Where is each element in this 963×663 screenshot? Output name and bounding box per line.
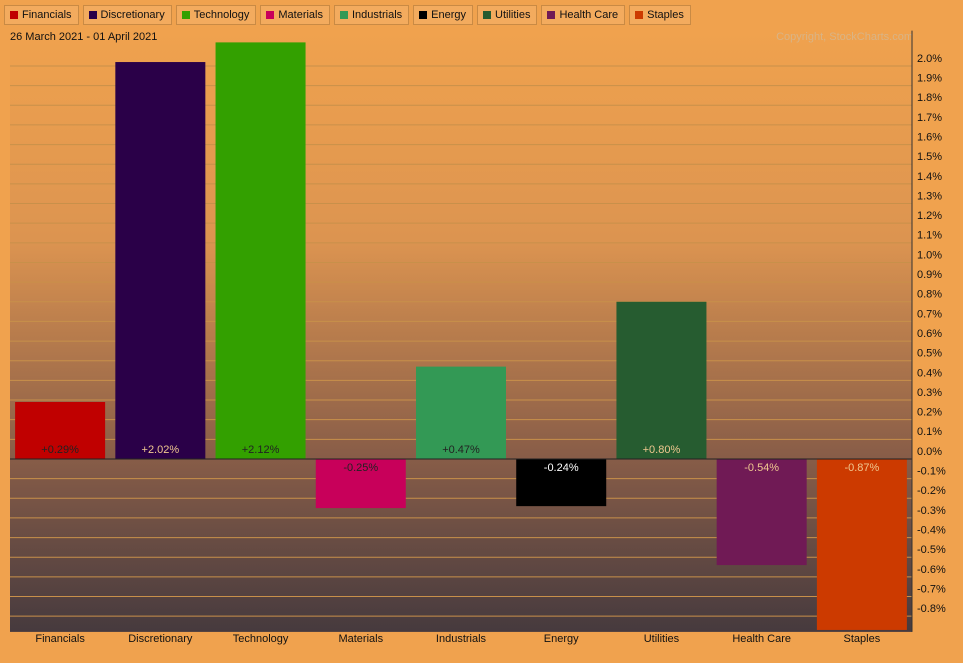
legend-label: Financials	[22, 9, 72, 21]
legend-swatch	[10, 11, 18, 19]
legend-label: Industrials	[352, 9, 403, 21]
value-label: +0.47%	[442, 444, 480, 456]
legend: Financials Discretionary Technology Materia…	[4, 5, 691, 25]
legend-label: Energy	[431, 9, 466, 21]
y-tick-label: 1.8%	[917, 92, 942, 104]
value-label: -0.25%	[343, 462, 378, 474]
legend-label: Utilities	[495, 9, 531, 21]
bar	[115, 62, 206, 459]
y-tick-label: 1.9%	[917, 73, 942, 85]
y-tick-label: 1.0%	[917, 249, 942, 261]
bar	[416, 366, 506, 459]
legend-swatch	[181, 11, 190, 19]
legend-swatch	[88, 11, 97, 19]
y-tick-label: 0.6%	[917, 328, 942, 340]
y-tick-label: 1.6%	[917, 131, 942, 143]
y-tick-label: 0.0%	[917, 446, 942, 458]
legend-item[interactable]: Utilities	[477, 5, 538, 25]
value-label: +2.12%	[242, 444, 280, 456]
x-tick-label: Energy	[544, 633, 579, 645]
y-tick-label: -0.4%	[917, 524, 946, 536]
legend-swatch	[266, 11, 275, 19]
y-tick-label: 0.7%	[917, 308, 942, 320]
x-tick-label: Staples	[844, 633, 881, 645]
bar	[816, 458, 907, 630]
legend-label: Discretionary	[100, 9, 165, 21]
y-tick-label: 0.4%	[917, 367, 942, 379]
value-label: -0.54%	[744, 462, 779, 474]
date-range: 26 March 2021 - 01 April 2021	[10, 31, 157, 43]
legend-label: Health Care	[559, 9, 619, 21]
legend-item[interactable]: Energy	[413, 5, 473, 25]
value-label: -0.24%	[544, 462, 579, 474]
legend-item[interactable]: Financials	[4, 5, 79, 25]
y-tick-label: -0.2%	[917, 485, 946, 497]
legend-item[interactable]: Technology	[175, 5, 257, 25]
y-tick-label: -0.3%	[917, 505, 946, 517]
y-tick-label: 2.0%	[917, 53, 942, 65]
legend-swatch	[419, 11, 428, 19]
value-label: +0.80%	[643, 444, 681, 456]
x-tick-label: Technology	[233, 633, 289, 645]
legend-swatch	[340, 11, 348, 19]
x-tick-label: Financials	[35, 633, 85, 645]
y-tick-label: 1.7%	[917, 112, 942, 124]
x-tick-label: Materials	[338, 633, 383, 645]
legend-item[interactable]: Staples	[629, 5, 691, 25]
value-label: +0.29%	[41, 444, 79, 456]
legend-label: Staples	[647, 9, 684, 21]
bar	[15, 401, 106, 459]
y-tick-label: -0.6%	[917, 564, 946, 576]
legend-item[interactable]: Materials	[260, 5, 330, 25]
bar	[516, 458, 607, 507]
y-tick-label: 0.3%	[917, 387, 942, 399]
y-tick-label: -0.7%	[917, 583, 946, 595]
bar	[315, 458, 406, 509]
legend-item[interactable]: Industrials	[334, 5, 410, 25]
legend-item[interactable]: Discretionary	[82, 5, 172, 25]
legend-swatch	[547, 11, 556, 19]
y-tick-label: 0.5%	[917, 348, 942, 360]
legend-label: Technology	[193, 9, 250, 21]
y-tick-label: -0.1%	[917, 466, 946, 478]
copyright: Copyright, StockCharts.com	[776, 31, 913, 43]
y-tick-label: 1.2%	[917, 210, 942, 222]
y-tick-label: 1.1%	[917, 230, 942, 242]
bar	[215, 42, 306, 459]
y-tick-label: 1.3%	[917, 190, 942, 202]
value-label: -0.87%	[844, 462, 879, 474]
legend-swatch	[635, 11, 644, 19]
y-tick-label: 0.2%	[917, 407, 942, 419]
legend-item[interactable]: Health Care	[541, 5, 626, 25]
bar	[716, 458, 807, 566]
x-tick-label: Health Care	[732, 633, 791, 645]
legend-label: Materials	[278, 9, 323, 21]
legend-swatch	[483, 11, 491, 19]
y-tick-label: 0.8%	[917, 289, 942, 301]
bar	[616, 301, 707, 459]
y-tick-label: -0.8%	[917, 603, 946, 615]
x-tick-label: Utilities	[644, 633, 680, 645]
value-label: +2.02%	[142, 444, 180, 456]
y-tick-label: -0.5%	[917, 544, 946, 556]
y-tick-label: 1.5%	[917, 151, 942, 163]
y-tick-label: 1.4%	[917, 171, 942, 183]
y-tick-label: 0.9%	[917, 269, 942, 281]
x-tick-label: Industrials	[436, 633, 487, 645]
x-tick-label: Discretionary	[128, 633, 193, 645]
y-tick-label: 0.1%	[917, 426, 942, 438]
